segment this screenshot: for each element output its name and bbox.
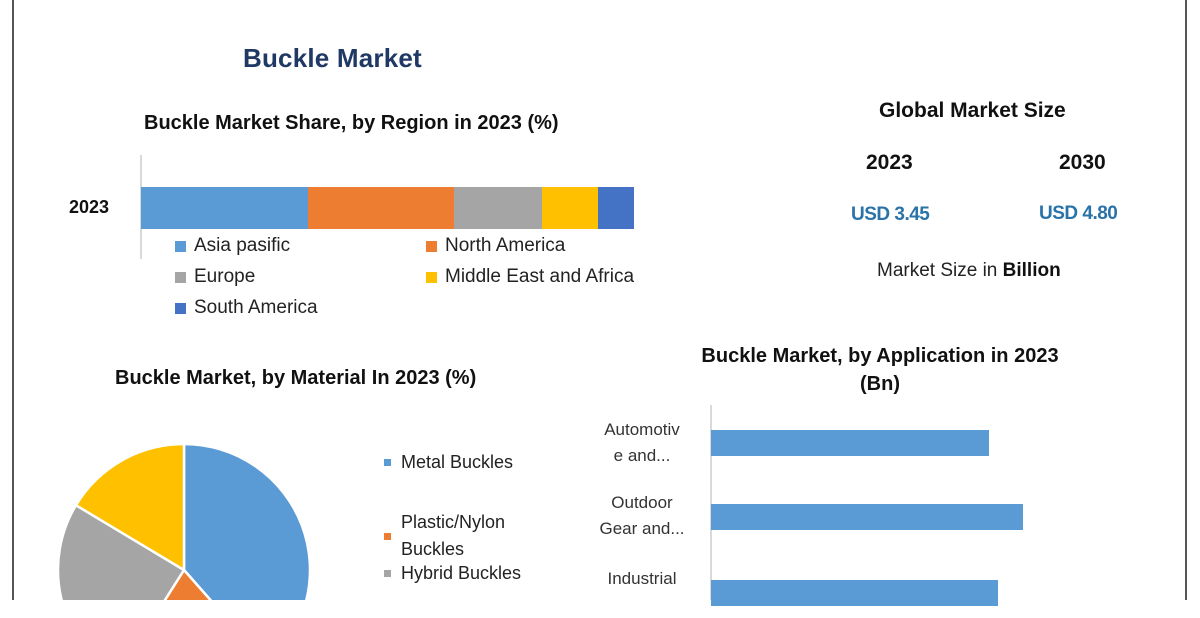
application-category-label: Industrial [607, 569, 677, 588]
market-size-note-unit: Billion [1002, 260, 1061, 281]
frame-border-right [1185, 0, 1187, 600]
legend-swatch-icon [175, 271, 186, 283]
application-bar [711, 504, 1023, 530]
pie-legend-hybrid: Hybrid Buckles [384, 563, 521, 584]
material-chart-title: Buckle Market, by Material In 2023 (%) [115, 367, 477, 389]
application-category-label: Automotiv e and... [604, 420, 680, 465]
region-chart-category-label: 2023 [69, 197, 110, 217]
application-title-line2: (Bn) [860, 373, 900, 395]
legend-swatch-icon [426, 271, 437, 283]
pie-slice-other [74, 442, 186, 573]
pie-legend-metal: Metal Buckles [384, 452, 513, 473]
frame-border-left [12, 0, 14, 600]
region-legend-item: Asia pasific [175, 235, 290, 257]
region-legend-item: South America [175, 297, 318, 319]
legend-swatch-icon [384, 459, 391, 466]
application-chart-axis [710, 405, 712, 600]
region-segment-middle-east-and-africa [542, 187, 598, 229]
region-segment-south-america [597, 187, 634, 229]
legend-swatch-icon [426, 240, 437, 252]
legend-swatch-icon [384, 570, 391, 577]
legend-swatch-icon [175, 302, 186, 314]
region-legend-item: Europe [175, 266, 255, 288]
legend-label: Asia pasific [194, 235, 291, 256]
application-title-line1: Buckle Market, by Application in 2023 [701, 345, 1059, 367]
legend-swatch-icon [175, 240, 186, 252]
application-chart-title: Buckle Market, by Application in 2023 (B… [665, 342, 1095, 398]
pie-legend-plastic: Plastic/Nylon Buckles [384, 509, 544, 563]
region-segment-north-america [307, 187, 454, 229]
region-legend-item: Middle East and Africa [426, 266, 634, 288]
legend-label: Europe [194, 266, 256, 287]
legend-label: Middle East and Africa [445, 266, 635, 287]
region-segment-asia-pasific [141, 187, 308, 229]
pie-slice-metal-buckles [182, 442, 312, 600]
region-legend-item: North America [426, 235, 565, 257]
material-pie [56, 442, 312, 600]
pie-slice-plastic-nylon-buckles [163, 567, 213, 600]
application-bar [711, 580, 999, 606]
legend-label: South America [194, 297, 318, 318]
application-category-label: Outdoor Gear and... [599, 493, 685, 538]
market-size-note: Market Size in Billion [877, 260, 1061, 282]
legend-swatch-icon [384, 532, 391, 540]
market-value-2023: USD 3.45 [851, 204, 930, 225]
application-bar [711, 430, 989, 456]
market-size-note-prefix: Market Size in [877, 260, 1003, 281]
market-year-2030: 2030 [1059, 151, 1106, 174]
page-title: Buckle Market [243, 43, 422, 73]
legend-label: North America [445, 235, 566, 256]
region-segment-europe [453, 187, 543, 229]
market-year-2023: 2023 [866, 151, 913, 174]
pie-slice-hybrid-buckles [56, 503, 186, 600]
region-stacked-bar [141, 187, 634, 229]
region-chart-title: Buckle Market Share, by Region in 2023 (… [144, 112, 559, 134]
market-value-2030: USD 4.80 [1039, 203, 1118, 224]
global-market-title: Global Market Size [879, 99, 1066, 122]
